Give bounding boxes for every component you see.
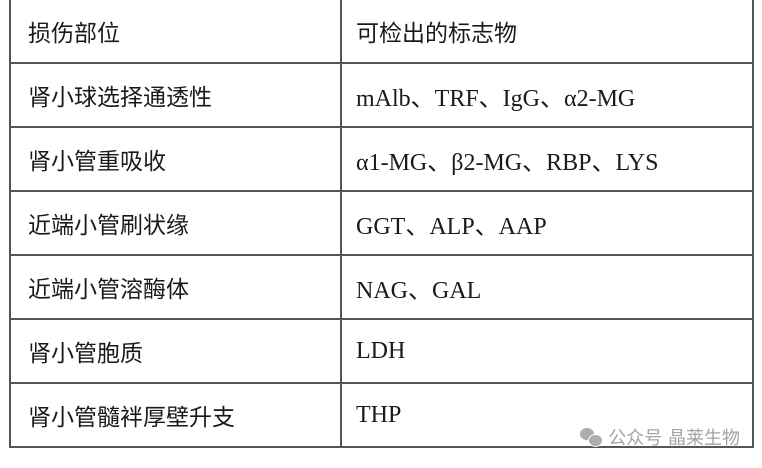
damage-site-cell: 肾小管胞质 xyxy=(9,318,342,384)
header-markers: 可检出的标志物 xyxy=(340,0,754,64)
markers-cell: GGT、ALP、AAP xyxy=(340,190,754,256)
watermark-text: 公众号 晶莱生物 xyxy=(608,428,740,449)
damage-site-cell: 肾小球选择通透性 xyxy=(9,62,342,128)
markers-cell: THP xyxy=(340,382,754,448)
markers-cell: NAG、GAL xyxy=(340,254,754,320)
watermark: 公众号 晶莱生物 xyxy=(580,424,740,450)
table-header-row: 损伤部位 可检出的标志物 xyxy=(9,0,754,64)
markers-cell: mAlb、TRF、IgG、α2-MG xyxy=(340,62,754,128)
damage-site-cell: 肾小管髓袢厚壁升支 xyxy=(9,382,342,448)
table-row: 肾小管重吸收 α1-MG、β2-MG、RBP、LYS xyxy=(9,126,754,192)
markers-cell: LDH xyxy=(340,318,754,384)
table-row: 近端小管溶酶体 NAG、GAL xyxy=(9,254,754,320)
damage-site-cell: 近端小管溶酶体 xyxy=(9,254,342,320)
damage-site-cell: 近端小管刷状缘 xyxy=(9,190,342,256)
wechat-icon xyxy=(580,428,604,447)
header-damage-site: 损伤部位 xyxy=(9,0,342,64)
table-row: 肾小管髓袢厚壁升支 THP xyxy=(9,382,754,448)
table-row: 肾小管胞质 LDH xyxy=(9,318,754,384)
table-row: 近端小管刷状缘 GGT、ALP、AAP xyxy=(9,190,754,256)
marker-table: 损伤部位 可检出的标志物 肾小球选择通透性 mAlb、TRF、IgG、α2-MG… xyxy=(9,0,754,448)
table-row: 肾小球选择通透性 mAlb、TRF、IgG、α2-MG xyxy=(9,62,754,128)
markers-cell: α1-MG、β2-MG、RBP、LYS xyxy=(340,126,754,192)
damage-site-cell: 肾小管重吸收 xyxy=(9,126,342,192)
